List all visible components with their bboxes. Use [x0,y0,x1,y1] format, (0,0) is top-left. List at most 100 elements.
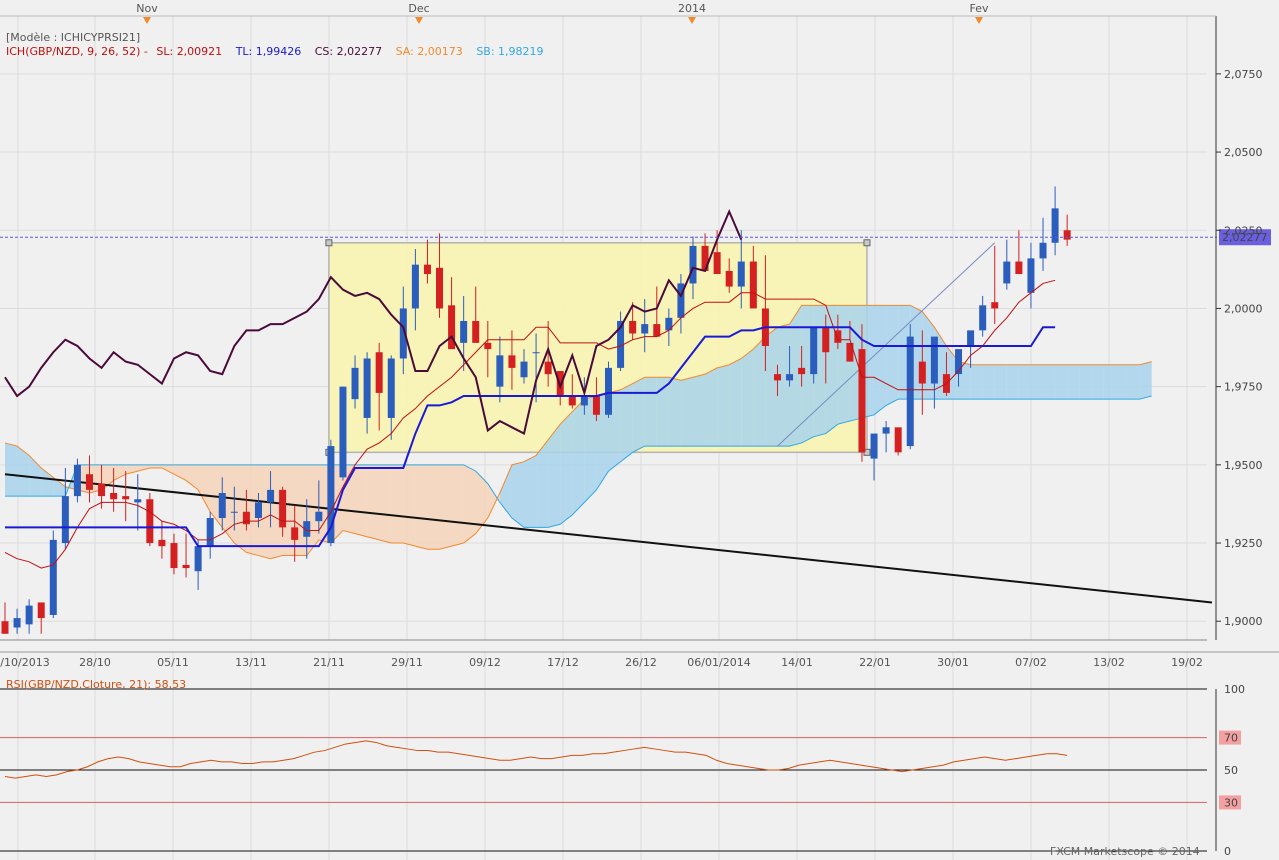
candle-body[interactable] [303,521,311,537]
candle-body[interactable] [484,342,492,350]
candle-body[interactable] [436,267,444,309]
month-label: Fev [969,2,988,15]
candle-body[interactable] [749,261,757,309]
candle-body[interactable] [870,433,878,459]
rsi-tick-label: 70 [1224,732,1238,745]
candle-body[interactable] [725,270,733,287]
candle-body[interactable] [641,324,649,334]
candle-body[interactable] [1051,208,1059,243]
candle-body[interactable] [737,261,745,287]
candle-body[interactable] [822,327,830,353]
candle-body[interactable] [544,361,552,375]
candle-body[interactable] [580,396,588,406]
candle-body[interactable] [858,349,866,453]
candle-body[interactable] [979,305,987,331]
candle-body[interactable] [291,527,299,540]
candle-body[interactable] [677,283,685,318]
candle-body[interactable] [918,361,926,384]
candle-body[interactable] [592,396,600,415]
candle-body[interactable] [170,543,178,569]
candle-body[interactable] [701,245,709,271]
candle-body[interactable] [991,302,999,309]
candle-body[interactable] [834,330,842,343]
candle-body[interactable] [1003,261,1011,284]
candle-body[interactable] [689,245,697,284]
candle-body[interactable] [61,496,69,544]
candle-body[interactable] [773,374,781,381]
candle-body[interactable] [508,355,516,368]
candle-body[interactable] [810,327,818,375]
candle-body[interactable] [448,305,456,350]
candle-body[interactable] [182,564,190,569]
candle-body[interactable] [37,602,45,619]
candle-body[interactable] [882,427,890,434]
support-line[interactable] [777,242,996,447]
candle-body[interactable] [110,492,118,500]
candle-body[interactable] [73,464,81,497]
cloud-segment [1043,364,1056,400]
candle-body[interactable] [411,264,419,309]
cloud-segment [1103,364,1116,400]
candle-body[interactable] [1015,261,1023,275]
candle-body[interactable] [967,330,975,346]
candle-body[interactable] [13,618,21,628]
price-pane[interactable] [0,16,1217,640]
candle-body[interactable] [617,320,625,368]
candle-body[interactable] [1039,242,1047,259]
candle-body[interactable] [955,349,963,375]
candle-body[interactable] [387,358,395,418]
rsi-tick-label: 100 [1224,683,1245,696]
candle-body[interactable] [399,308,407,359]
indicator-legend: ICH(GBP/NZD, 9, 26, 52) - SL: 2,00921 TL… [6,45,544,58]
candle-body[interactable] [315,511,323,522]
candle-body[interactable] [713,252,721,275]
candle-body[interactable] [98,483,106,497]
candle-body[interactable] [351,367,359,400]
candle-body[interactable] [206,518,214,547]
candle-body[interactable] [496,355,504,387]
trend-line[interactable] [4,473,1213,604]
candle-body[interactable] [363,358,371,418]
range-box-handle[interactable] [325,239,333,247]
cloud-segment [258,464,271,559]
candle-body[interactable] [1,621,9,634]
candle-body[interactable] [122,496,130,500]
candle-body[interactable] [375,352,383,393]
candle-body[interactable] [267,489,275,503]
candle-body[interactable] [906,336,914,447]
candle-body[interactable] [532,352,540,354]
candle-body[interactable] [339,386,347,478]
candle-body[interactable] [798,367,806,375]
candle-body[interactable] [786,374,794,381]
candle-body[interactable] [846,342,854,362]
candle-body[interactable] [85,474,93,490]
candle-body[interactable] [930,336,938,384]
candle-body[interactable] [254,502,262,519]
rsi-pane[interactable] [0,651,1279,860]
candle-body[interactable] [194,546,202,572]
candle-body[interactable] [423,264,431,275]
candle-body[interactable] [653,324,661,337]
candle-body[interactable] [605,367,612,415]
candle-body[interactable] [146,499,154,544]
candle-body[interactable] [327,446,335,544]
candle-body[interactable] [134,499,142,503]
candle-body[interactable] [242,511,250,525]
candle-body[interactable] [629,320,637,334]
candle-body[interactable] [158,539,166,547]
candle-body[interactable] [894,427,902,453]
candle-body[interactable] [460,320,468,343]
candle-body[interactable] [25,605,33,625]
candle-body[interactable] [279,489,287,528]
candle-body[interactable] [49,539,57,615]
candle-body[interactable] [472,320,480,343]
candle-body[interactable] [568,396,576,406]
candle-body[interactable] [520,361,528,378]
candle-body[interactable] [230,511,238,513]
candle-body[interactable] [665,317,673,331]
candle-body[interactable] [218,492,226,519]
range-box-handle[interactable] [863,239,871,247]
candle-body[interactable] [1027,258,1035,293]
candle-body[interactable] [1063,230,1071,240]
